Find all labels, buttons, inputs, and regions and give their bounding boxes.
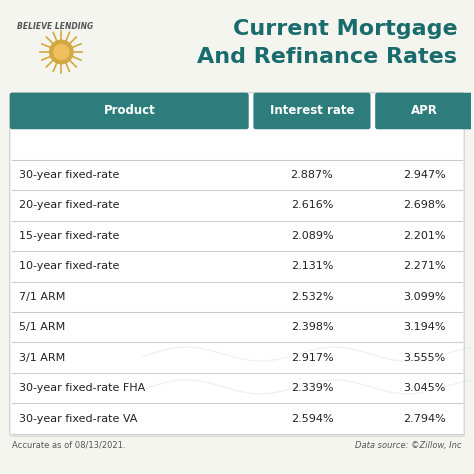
Text: 3.194%: 3.194% [403, 322, 446, 332]
Circle shape [50, 40, 73, 64]
Text: 3.099%: 3.099% [403, 292, 446, 302]
Circle shape [54, 45, 69, 59]
Text: 2.339%: 2.339% [291, 383, 333, 393]
Text: 2.201%: 2.201% [403, 231, 446, 241]
Text: 2.947%: 2.947% [403, 170, 446, 180]
Text: 2.616%: 2.616% [291, 201, 333, 210]
Text: And Refinance Rates: And Refinance Rates [197, 46, 457, 67]
Text: 2.131%: 2.131% [291, 261, 333, 271]
Text: 30-year fixed-rate: 30-year fixed-rate [19, 170, 119, 180]
Text: Accurate as of 08/13/2021.: Accurate as of 08/13/2021. [12, 441, 126, 450]
Text: APR: APR [411, 104, 438, 118]
Text: 3.555%: 3.555% [403, 353, 446, 363]
Text: 2.089%: 2.089% [291, 231, 333, 241]
Text: Current Mortgage: Current Mortgage [233, 18, 457, 38]
FancyBboxPatch shape [10, 93, 464, 436]
FancyBboxPatch shape [254, 93, 371, 129]
Text: 2.594%: 2.594% [291, 413, 333, 424]
Text: 5/1 ARM: 5/1 ARM [19, 322, 65, 332]
Text: 3.045%: 3.045% [403, 383, 446, 393]
Text: 2.698%: 2.698% [403, 201, 446, 210]
Text: 2.532%: 2.532% [291, 292, 333, 302]
Text: 2.917%: 2.917% [291, 353, 333, 363]
Text: 2.398%: 2.398% [291, 322, 333, 332]
Text: 30-year fixed-rate VA: 30-year fixed-rate VA [19, 413, 137, 424]
Text: 10-year fixed-rate: 10-year fixed-rate [19, 261, 119, 271]
Text: 2.271%: 2.271% [403, 261, 446, 271]
Text: 7/1 ARM: 7/1 ARM [19, 292, 65, 302]
Text: Data source: ©Zillow, Inc: Data source: ©Zillow, Inc [356, 441, 462, 450]
Text: Product: Product [103, 104, 155, 118]
FancyBboxPatch shape [10, 93, 249, 129]
Text: 30-year fixed-rate FHA: 30-year fixed-rate FHA [19, 383, 146, 393]
Text: 20-year fixed-rate: 20-year fixed-rate [19, 201, 119, 210]
Text: 15-year fixed-rate: 15-year fixed-rate [19, 231, 119, 241]
Text: 3/1 ARM: 3/1 ARM [19, 353, 65, 363]
Text: 2.794%: 2.794% [403, 413, 446, 424]
Text: 2.887%: 2.887% [291, 170, 333, 180]
Text: Interest rate: Interest rate [270, 104, 354, 118]
FancyBboxPatch shape [375, 93, 474, 129]
Text: BELIEVE LENDING: BELIEVE LENDING [17, 21, 93, 30]
